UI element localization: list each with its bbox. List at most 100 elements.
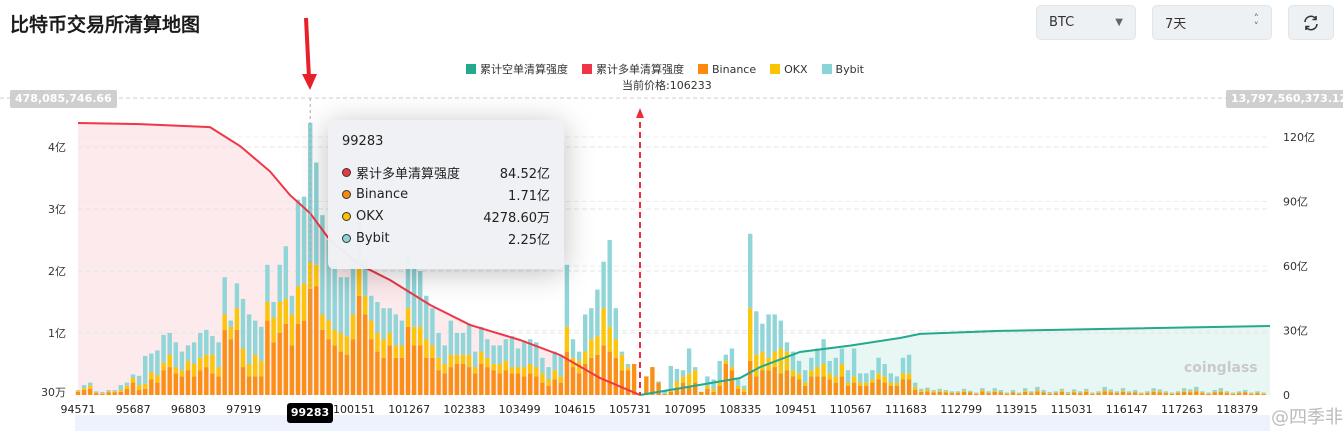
bar-stack xyxy=(320,215,325,395)
bar-stack xyxy=(986,391,991,395)
bar-stack xyxy=(1206,392,1211,395)
bar-okx xyxy=(448,354,453,368)
legend-item-short[interactable]: 累计空单清算强度 xyxy=(466,61,568,77)
bar-bybit xyxy=(265,264,270,302)
bar-stack xyxy=(503,339,508,395)
bar-binance xyxy=(253,376,258,395)
bar-bybit xyxy=(81,385,87,389)
bar-bybit xyxy=(332,261,337,330)
bar-bybit xyxy=(216,342,221,368)
bar-okx xyxy=(595,336,600,355)
bar-stack xyxy=(283,246,288,395)
legend-item-binance[interactable]: Binance xyxy=(698,61,756,77)
bar-stack xyxy=(326,240,331,395)
bar-binance xyxy=(754,376,759,395)
x-axis-tick-label: 115031 xyxy=(1051,403,1093,416)
bar-binance xyxy=(1108,392,1113,395)
bar-binance xyxy=(821,376,826,395)
bar-bybit xyxy=(937,388,942,391)
bar-stack xyxy=(839,348,845,395)
data-zoom-slider[interactable] xyxy=(75,415,1270,431)
bar-okx xyxy=(124,385,130,389)
bar-binance xyxy=(686,385,692,395)
bar-stack xyxy=(198,333,203,395)
bar-binance xyxy=(155,382,160,395)
bar-okx xyxy=(210,354,215,374)
bar-stack xyxy=(124,382,130,395)
bar-stack xyxy=(546,367,551,395)
bar-okx xyxy=(149,372,154,380)
bar-stack xyxy=(955,391,961,395)
bar-okx xyxy=(253,354,258,377)
coin-select[interactable]: BTC ▼ xyxy=(1036,5,1136,40)
bar-binance xyxy=(974,393,979,395)
bar-stack xyxy=(1041,390,1046,395)
bar-binance xyxy=(173,373,178,395)
bar-binance xyxy=(198,370,203,395)
bar-bybit xyxy=(925,387,930,390)
bar-stack xyxy=(992,388,997,395)
bar-okx xyxy=(1163,392,1168,394)
bar-okx xyxy=(998,391,1003,393)
bar-okx xyxy=(411,326,417,346)
bar-okx xyxy=(167,354,172,368)
tooltip-row-bybit: Bybit 2.25亿 xyxy=(342,227,550,249)
bar-bybit xyxy=(619,351,625,355)
bar-okx xyxy=(680,376,686,383)
refresh-button[interactable] xyxy=(1288,5,1334,40)
bar-bybit xyxy=(680,370,686,377)
bar-stack xyxy=(686,348,692,395)
bar-okx xyxy=(845,382,851,386)
period-select[interactable]: 7天 ˄ ˅ xyxy=(1152,5,1272,40)
bar-stack xyxy=(735,379,741,395)
bar-binance xyxy=(1096,393,1101,395)
bar-bybit xyxy=(961,388,967,391)
bar-okx xyxy=(1090,393,1095,394)
bar-binance xyxy=(521,376,527,395)
legend-item-okx[interactable]: OKX xyxy=(770,61,808,77)
bar-stack xyxy=(253,320,258,395)
bar-binance xyxy=(1243,392,1248,395)
bar-okx xyxy=(668,390,673,392)
legend-item-long[interactable]: 累计多单清算强度 xyxy=(582,61,684,77)
bar-okx xyxy=(94,392,99,394)
bar-okx xyxy=(540,373,545,383)
bar-stack xyxy=(75,390,81,395)
bar-stack xyxy=(1224,391,1230,395)
bar-okx xyxy=(796,373,802,380)
x-axis-tick-label: 104615 xyxy=(554,403,596,416)
bar-binance xyxy=(1230,393,1236,395)
bar-stack xyxy=(314,162,319,395)
bar-binance xyxy=(1194,391,1199,395)
bar-binance xyxy=(961,391,967,395)
bar-bybit xyxy=(888,373,893,383)
bar-okx xyxy=(295,286,301,324)
bar-okx xyxy=(344,336,350,355)
tooltip-value: 4278.60万 xyxy=(483,210,550,226)
bar-bybit xyxy=(1181,388,1187,391)
legend-item-bybit[interactable]: Bybit xyxy=(821,61,864,77)
bar-bybit xyxy=(185,345,191,361)
bar-stack xyxy=(1133,390,1138,395)
bar-bybit xyxy=(796,360,802,374)
bar-binance xyxy=(937,391,942,395)
bar-okx xyxy=(686,373,692,386)
bar-binance xyxy=(955,393,961,395)
bar-stack xyxy=(479,326,484,395)
bar-okx xyxy=(265,302,270,321)
bar-stack xyxy=(1236,391,1242,395)
tooltip-row-okx: OKX 4278.60万 xyxy=(342,205,550,227)
bar-okx xyxy=(173,367,178,374)
legend: 累计空单清算强度 累计多单清算强度 Binance OKX Bybit xyxy=(466,61,864,77)
bar-okx xyxy=(308,262,313,289)
tooltip-value: 84.52亿 xyxy=(499,166,550,182)
x-axis-tick-label: 103499 xyxy=(499,403,541,416)
bar-bybit xyxy=(1200,391,1205,393)
bar-bybit xyxy=(240,298,246,349)
bar-stack xyxy=(711,379,716,395)
bar-binance xyxy=(246,376,252,395)
bar-bybit xyxy=(986,391,991,393)
bar-okx xyxy=(900,373,906,380)
bar-stack xyxy=(1145,391,1150,395)
